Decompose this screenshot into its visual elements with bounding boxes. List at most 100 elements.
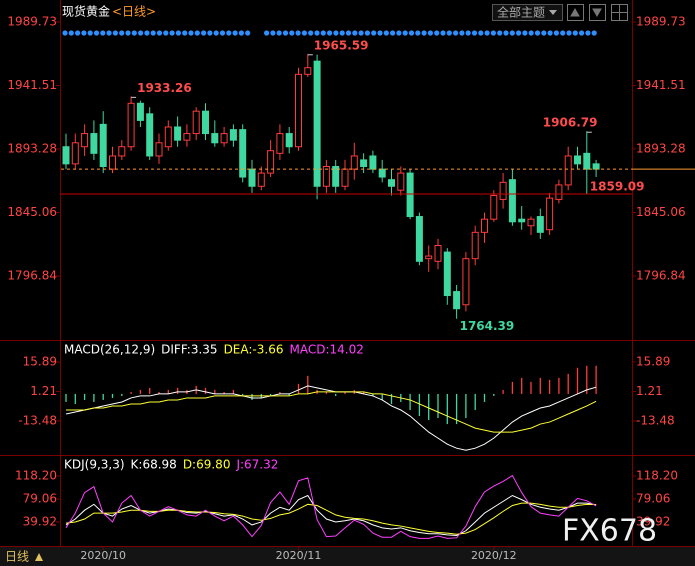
legend-item: MACD:14.02	[289, 343, 363, 357]
candle-body	[434, 245, 442, 262]
event-dot	[156, 30, 163, 36]
event-dot	[301, 30, 307, 36]
button-label: 全部主题	[497, 5, 545, 20]
candle-body	[332, 165, 340, 187]
candle-body	[276, 133, 284, 154]
candle-body	[248, 168, 256, 187]
event-dot	[497, 30, 503, 36]
event-dot	[509, 30, 515, 36]
x-tick-label: 2020/12	[471, 549, 517, 562]
event-dot	[194, 30, 200, 36]
event-dot	[522, 30, 528, 36]
y-tick-label: -13.48	[18, 414, 57, 428]
event-dot	[125, 30, 131, 36]
event-dot	[327, 30, 333, 36]
y-tick-label: 1941.51	[7, 78, 57, 92]
event-dot	[81, 30, 87, 36]
theme-button[interactable]: 全部主题	[492, 4, 563, 21]
bottom-bar	[0, 547, 695, 566]
period-tab[interactable]: 日线	[5, 550, 29, 564]
icon-layout[interactable]	[611, 4, 628, 21]
event-dot	[219, 30, 226, 36]
event-dot	[553, 30, 560, 36]
event-dot	[446, 30, 452, 36]
event-dot	[434, 30, 440, 36]
event-dot	[383, 30, 389, 36]
candle-body	[462, 258, 470, 306]
watermark: FX678	[562, 514, 657, 549]
y-tick-label-right: 1893.28	[636, 142, 686, 156]
candle-body	[183, 133, 191, 141]
candle-body	[202, 110, 209, 135]
candle-body	[536, 216, 544, 233]
event-dot	[68, 30, 74, 36]
event-dot	[471, 30, 478, 36]
event-dot	[358, 30, 364, 36]
legend-item: DIFF:3.35	[161, 343, 217, 357]
event-dot	[560, 30, 566, 36]
candle-body	[490, 194, 498, 220]
candle-body	[81, 133, 89, 148]
icon-glyph	[592, 8, 602, 18]
candle-body	[508, 179, 516, 223]
event-dot	[282, 30, 289, 36]
event-dot	[270, 30, 276, 36]
candle-body	[174, 126, 182, 141]
period-selector[interactable]: <日线>	[112, 5, 156, 19]
event-dot	[226, 30, 232, 36]
icon-up[interactable]	[567, 4, 584, 21]
candle-body	[136, 102, 144, 121]
x-tick-label: 2020/10	[80, 549, 126, 562]
event-dot	[547, 30, 553, 36]
y-tick-label: 1.21	[30, 384, 57, 398]
event-dot	[453, 30, 459, 36]
y-tick-label-right: 1845.06	[636, 205, 686, 219]
event-dot	[201, 30, 207, 36]
event-dot	[352, 30, 358, 36]
event-dot	[238, 30, 244, 36]
indicator-title: MACD(26,12,9)	[64, 343, 155, 357]
event-dot	[516, 30, 522, 36]
event-dot	[339, 30, 345, 36]
y-tick-label-right: 39.92	[636, 514, 670, 528]
y-tick-label: 1893.28	[7, 142, 57, 156]
candle-body	[257, 172, 265, 187]
candle-body	[313, 60, 321, 187]
event-dot	[345, 30, 352, 36]
candle-body	[211, 133, 219, 144]
event-dot	[289, 30, 295, 36]
y-tick-label: 79.06	[23, 491, 57, 505]
candle-body	[341, 168, 349, 187]
event-dot	[163, 30, 169, 36]
event-dot	[421, 30, 427, 36]
candle-body	[295, 73, 302, 148]
event-dot	[415, 30, 421, 36]
event-dot	[440, 30, 446, 36]
candle-body	[350, 155, 358, 170]
candle-body	[71, 142, 79, 165]
event-dot	[579, 30, 585, 36]
low-label: 1764.39	[460, 319, 515, 333]
candle-body	[378, 168, 386, 178]
icon-down[interactable]	[589, 4, 606, 21]
event-dot	[144, 30, 150, 36]
y-tick-label-right: 1989.73	[636, 15, 686, 29]
y-tick-label-right: 79.06	[636, 491, 670, 505]
event-dot	[106, 30, 112, 36]
candle-body	[499, 181, 507, 200]
event-dot	[245, 30, 251, 36]
y-tick-label: 1845.06	[7, 205, 57, 219]
y-tick-label-right: -13.48	[636, 414, 675, 428]
event-dot	[232, 30, 238, 36]
event-dot	[396, 30, 402, 36]
candle-body	[360, 159, 368, 167]
event-dot	[566, 30, 572, 36]
candle-body	[546, 197, 554, 231]
event-dot	[87, 30, 93, 36]
event-dot	[478, 30, 484, 36]
event-dot	[169, 30, 175, 36]
candle-body	[527, 218, 535, 227]
indicator-title: KDJ(9,3,3)	[64, 458, 125, 472]
